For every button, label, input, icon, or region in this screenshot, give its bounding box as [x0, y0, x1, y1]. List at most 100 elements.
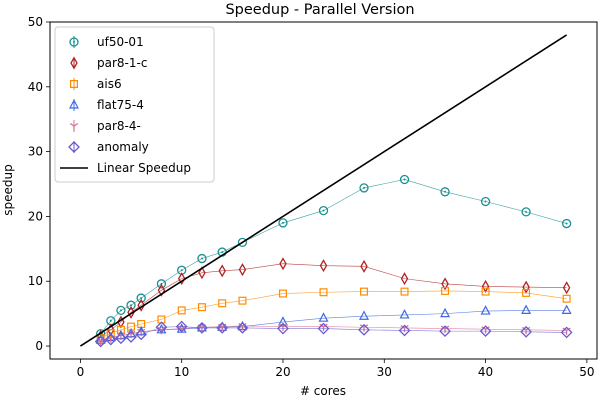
- data-point: [480, 196, 491, 207]
- data-point: [479, 325, 492, 338]
- data-point: [116, 305, 126, 316]
- legend-entry: par8-1-c: [70, 56, 147, 70]
- data-point: [562, 281, 571, 295]
- legend-label: anomaly: [97, 140, 149, 154]
- data-point: [441, 277, 449, 291]
- data-point: [127, 305, 135, 319]
- data-point: [360, 259, 368, 273]
- legend: uf50-01 par8-1-c ais6 flat75-4 par8-4- anomal…: [54, 26, 215, 183]
- series-line: [100, 310, 567, 341]
- data-point: [440, 187, 450, 197]
- data-point: [277, 322, 289, 335]
- data-point: [319, 259, 328, 273]
- series-line: [100, 325, 567, 342]
- data-point: [277, 316, 288, 326]
- data-point: [480, 305, 491, 315]
- data-point: [400, 287, 409, 296]
- legend-marker: [68, 141, 80, 153]
- y-tick-label: 10: [28, 274, 43, 288]
- x-tick-label: 50: [579, 365, 594, 379]
- data-point: [278, 289, 287, 298]
- series-line: [100, 179, 567, 334]
- legend-entry: Linear Speedup: [60, 161, 191, 175]
- data-point: [522, 280, 530, 294]
- data-point: [521, 207, 531, 217]
- legend-label: flat75-4: [97, 98, 144, 112]
- data-point: [177, 306, 186, 315]
- series-flat75-4: [95, 304, 572, 344]
- plot-frame: [49, 21, 598, 360]
- data-point: [197, 253, 207, 264]
- data-point: [561, 218, 572, 229]
- data-point: [359, 183, 369, 193]
- legend-entry: flat75-4: [69, 98, 144, 112]
- y-tick-label: 30: [28, 145, 43, 159]
- data-point: [481, 287, 490, 296]
- data-point: [218, 299, 227, 308]
- legend-box: [54, 26, 215, 183]
- data-point: [359, 310, 370, 320]
- data-point: [117, 315, 125, 329]
- linear-speedup-line: [79, 34, 568, 347]
- data-point: [155, 321, 168, 334]
- chart-title: Speedup - Parallel Version: [225, 2, 414, 18]
- data-point: [317, 322, 330, 335]
- data-point: [125, 331, 137, 343]
- data-point: [278, 218, 288, 228]
- data-point: [440, 307, 451, 318]
- x-axis-title: # cores: [300, 384, 346, 398]
- x-tick-label: 0: [77, 365, 85, 379]
- y-tick-label: 0: [35, 339, 43, 353]
- legend-label: uf50-01: [97, 35, 144, 49]
- data-point: [561, 304, 572, 314]
- legend-label: par8-1-c: [97, 56, 147, 70]
- legend-marker: [70, 56, 78, 70]
- data-point: [318, 205, 329, 216]
- plot-content: [79, 34, 573, 348]
- data-point: [157, 283, 166, 297]
- x-axis: 0 10 20 30 40 50: [77, 359, 595, 379]
- data-point: [520, 325, 533, 338]
- data-point: [398, 324, 411, 337]
- data-point: [439, 325, 451, 338]
- y-axis: 0 10 20 30 40 50: [28, 15, 50, 353]
- data-point: [441, 286, 450, 295]
- data-point: [216, 321, 229, 334]
- series-ais6: [96, 286, 571, 343]
- data-point: [238, 263, 247, 277]
- data-point: [318, 312, 329, 322]
- legend-label: Linear Speedup: [97, 161, 191, 175]
- data-point: [135, 328, 148, 341]
- data-point: [522, 288, 531, 297]
- series-uf50-01: [95, 174, 572, 339]
- series-anomaly: [94, 320, 573, 348]
- data-point: [319, 288, 328, 297]
- legend-entry: anomaly: [68, 140, 149, 154]
- series-line: [100, 263, 567, 337]
- data-point: [137, 298, 145, 312]
- legend-label: ais6: [97, 77, 122, 91]
- legend-entry: par8-4-: [69, 119, 141, 133]
- legend-label: par8-4-: [97, 119, 141, 133]
- data-point: [238, 296, 247, 305]
- legend-marker: [69, 79, 78, 88]
- data-point: [177, 272, 186, 286]
- series-line: [100, 290, 567, 339]
- data-point: [399, 309, 410, 319]
- data-point: [236, 321, 249, 334]
- x-tick-label: 40: [478, 365, 493, 379]
- legend-marker: [69, 37, 79, 47]
- data-point: [400, 272, 409, 286]
- data-point: [136, 293, 146, 303]
- legend-marker: [69, 99, 79, 109]
- data-point: [560, 326, 573, 339]
- data-point: [106, 329, 115, 338]
- data-point: [279, 257, 287, 271]
- y-tick-label: 20: [28, 209, 43, 223]
- data-point: [360, 287, 369, 296]
- x-tick-label: 20: [275, 365, 290, 379]
- y-axis-title: speedup: [1, 164, 15, 215]
- data-point: [521, 304, 532, 314]
- data-point: [104, 333, 117, 346]
